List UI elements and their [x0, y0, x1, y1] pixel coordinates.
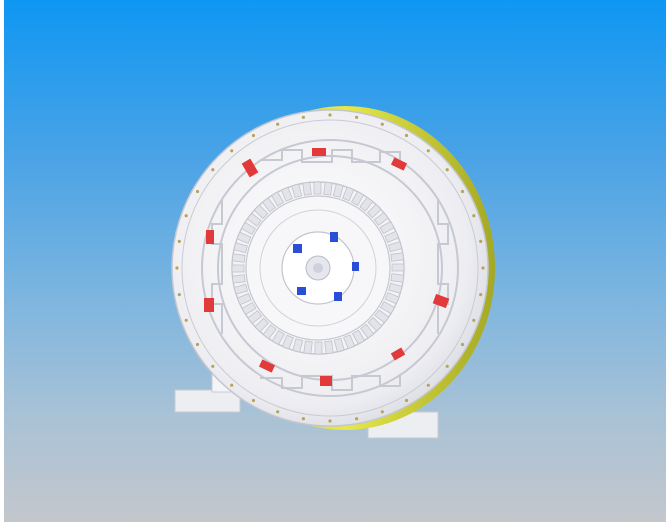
rim-bolt [404, 133, 409, 138]
rim-bolt [380, 410, 384, 414]
gear-tooth [231, 274, 246, 284]
gear-tooth [302, 181, 312, 196]
gear-tooth [314, 341, 323, 355]
rim-bolt [404, 398, 409, 403]
gear-tooth [233, 242, 248, 254]
rim-bolt [481, 266, 485, 270]
rim-bolt [460, 342, 465, 347]
rim-bolt [184, 318, 188, 322]
rim-bolt [301, 115, 305, 119]
rim-bolt [328, 419, 332, 423]
gear-tooth [241, 301, 257, 316]
gear-tooth [333, 337, 345, 353]
gear-tooth [391, 263, 405, 272]
rim-bolt [355, 115, 359, 119]
gear-tooth [342, 186, 355, 202]
gear-tooth [231, 253, 246, 263]
gear-tooth [360, 323, 375, 339]
gear-tooth [323, 181, 333, 196]
rim-bolt [177, 239, 181, 243]
rim-bolt [230, 383, 234, 387]
gear-tooth [281, 334, 294, 350]
gear-tooth [373, 211, 389, 226]
gear-tooth [253, 204, 269, 220]
gear-tooth [291, 183, 303, 199]
gear-tooth [343, 334, 356, 350]
rim-bolt [472, 214, 476, 218]
gear-tooth [231, 264, 245, 273]
gear-tooth [247, 310, 263, 325]
rim-bolt [328, 113, 332, 117]
gear-tooth [313, 181, 322, 195]
rim-bolt [460, 189, 465, 194]
gear-tooth [303, 340, 313, 355]
rim-bolt [426, 149, 430, 153]
gear-tooth [384, 292, 400, 305]
gear-tooth [367, 316, 383, 332]
gear-tooth [233, 283, 249, 295]
rim-bolt [380, 122, 384, 126]
stator-magnets [204, 148, 450, 386]
rotor-hub [281, 231, 359, 305]
gear-tooth [246, 212, 262, 227]
rim-bolt [445, 364, 449, 368]
gear-tooth [374, 309, 390, 324]
rim-bolt [479, 239, 483, 243]
rim-bolt [276, 122, 280, 126]
gear-tooth [236, 231, 252, 244]
gear-tooth [236, 293, 252, 306]
gear-tooth [292, 338, 304, 353]
left-border [0, 0, 4, 522]
rim-bolt [479, 293, 483, 297]
gear-tooth [271, 330, 286, 346]
gear-tooth [270, 191, 285, 207]
rim-bolt [276, 410, 280, 414]
rim-bolt [195, 342, 200, 347]
gear-tooth [350, 190, 365, 206]
rim-bolt [472, 318, 476, 322]
gear-tooth [366, 203, 382, 219]
rim-bolt [230, 149, 234, 153]
rim-bolt [211, 364, 215, 368]
gear-tooth [380, 300, 396, 315]
rim-bolt [445, 168, 449, 172]
gear-tooth [379, 220, 395, 235]
gear-tooth [240, 221, 256, 236]
rim-bolts [175, 113, 485, 423]
gear-tooth [384, 230, 400, 243]
gear-tooth [332, 183, 344, 198]
rim-bolt [195, 189, 200, 194]
right-border [666, 0, 670, 522]
rim-bolt [211, 168, 215, 172]
gear-tooth [387, 241, 403, 253]
gear-tooth [351, 329, 366, 345]
gear-tooth [280, 186, 293, 202]
gear-tooth [390, 273, 405, 283]
rim-bolt [177, 293, 181, 297]
rim-bolt [355, 417, 359, 421]
rim-bolt [301, 417, 305, 421]
rim-bolt [175, 266, 179, 270]
rim-bolt [251, 398, 256, 403]
gear-tooth [388, 282, 403, 294]
gear-tooth [262, 324, 277, 340]
rim-bolt [184, 214, 188, 218]
gear-tooth [254, 317, 270, 333]
gear-tooth [324, 340, 334, 355]
rim-bolt [426, 383, 430, 387]
gear-tooth [261, 197, 276, 213]
gear-tooth [359, 196, 374, 212]
gear-tooth [390, 252, 405, 262]
rim-bolt [251, 133, 256, 138]
